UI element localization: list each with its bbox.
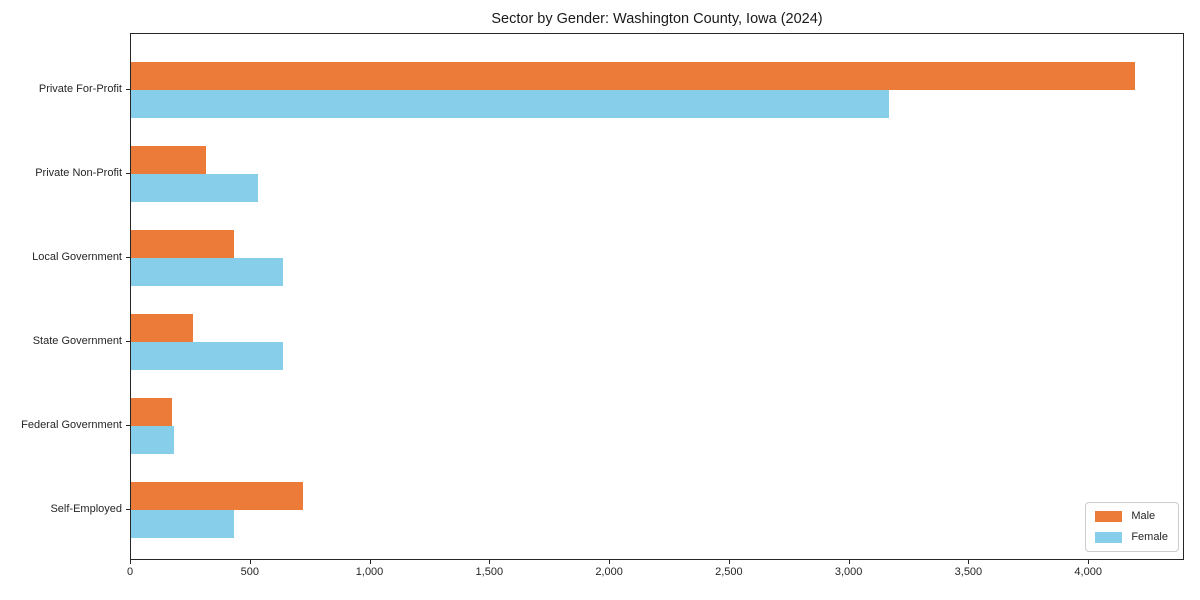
y-label-state-government: State Government — [32, 335, 122, 347]
x-label-2500: 2,500 — [715, 566, 743, 578]
x-tick-500 — [249, 560, 251, 564]
x-tick-0 — [130, 560, 131, 564]
y-label-private-for-profit: Private For-Profit — [38, 83, 122, 95]
x-tick-2000 — [609, 560, 611, 564]
x-label-500: 500 — [240, 566, 259, 578]
bar-male-local-government — [131, 230, 234, 258]
x-tick-3000 — [848, 560, 850, 564]
bar-male-private-non-profit — [131, 146, 207, 174]
y-tick-private-non-profit — [126, 173, 130, 174]
y-label-self-employed: Self-Employed — [50, 503, 122, 515]
bar-female-self-employed — [131, 510, 234, 538]
y-tick-private-for-profit — [126, 89, 130, 90]
x-label-3500: 3,500 — [954, 566, 983, 578]
x-label-3000: 3,000 — [834, 566, 863, 578]
plot-area: Male Female — [130, 33, 1184, 560]
y-tick-local-government — [126, 257, 130, 258]
bar-female-state-government — [131, 342, 283, 370]
y-label-private-non-profit: Private Non-Profit — [35, 167, 122, 179]
legend-label-male: Male — [1131, 510, 1156, 522]
y-label-federal-government: Federal Government — [21, 419, 122, 431]
y-tick-state-government — [126, 341, 130, 342]
bar-male-federal-government — [131, 398, 172, 426]
x-label-1500: 1,500 — [475, 566, 504, 578]
legend-item-male: Male — [1095, 509, 1168, 524]
x-tick-2500 — [728, 560, 730, 564]
bar-female-private-non-profit — [131, 174, 258, 202]
bar-male-private-for-profit — [131, 62, 1136, 90]
x-tick-3500 — [968, 560, 970, 564]
bar-female-federal-government — [131, 426, 175, 454]
y-tick-self-employed — [126, 509, 130, 510]
legend-item-female: Female — [1095, 530, 1168, 545]
legend-label-female: Female — [1131, 531, 1168, 543]
bar-male-state-government — [131, 314, 194, 342]
x-tick-4000 — [1088, 560, 1090, 564]
chart-title: Sector by Gender: Washington County, Iow… — [491, 11, 823, 27]
x-tick-1000 — [369, 560, 371, 564]
x-tick-1500 — [489, 560, 491, 564]
legend-swatch-female-icon — [1095, 532, 1123, 543]
x-label-1000: 1,000 — [355, 566, 384, 578]
bar-female-local-government — [131, 258, 283, 286]
x-label-2000: 2,000 — [595, 566, 623, 578]
y-tick-federal-government — [126, 425, 130, 426]
bar-male-self-employed — [131, 482, 304, 510]
bar-female-private-for-profit — [131, 90, 889, 118]
x-label-0: 0 — [126, 566, 134, 578]
legend: Male Female — [1085, 502, 1179, 552]
x-label-4000: 4,000 — [1074, 566, 1102, 578]
legend-swatch-male-icon — [1095, 511, 1123, 522]
y-label-local-government: Local Government — [32, 251, 122, 263]
